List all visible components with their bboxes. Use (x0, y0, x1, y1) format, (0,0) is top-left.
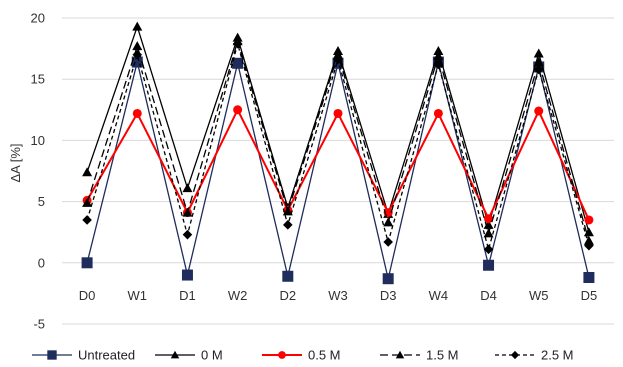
data-point (278, 351, 286, 359)
data-point (82, 197, 93, 207)
data-point (182, 183, 193, 193)
data-point (510, 350, 520, 360)
data-point (433, 50, 444, 60)
series-0-5-m (82, 105, 594, 225)
y-axis-ticks: 20 15 10 5 0 -5 (31, 11, 45, 332)
data-point (132, 108, 142, 118)
data-point (82, 167, 93, 177)
data-point (232, 38, 243, 49)
legend-label: 2.5 M (541, 348, 574, 363)
data-point (132, 49, 143, 60)
data-point (82, 215, 92, 225)
y-tick-label: -5 (33, 317, 45, 332)
data-point (47, 350, 57, 360)
y-axis-label: ΔA [%] (8, 143, 23, 182)
data-point (583, 227, 594, 237)
data-point (233, 105, 243, 115)
x-tick-label: D2 (280, 288, 297, 303)
series-untreated (81, 56, 595, 285)
data-point (132, 21, 143, 31)
data-point (132, 41, 143, 51)
data-point (534, 106, 544, 116)
data-point (182, 207, 193, 217)
x-tick-label: D5 (581, 288, 598, 303)
legend-item: 0.5 M (262, 348, 341, 363)
legend-label: Untreated (78, 348, 135, 363)
x-tick-label: W2 (228, 288, 248, 303)
x-tick-label: D3 (380, 288, 397, 303)
data-point (433, 59, 444, 70)
legend-item: Untreated (32, 348, 135, 363)
y-tick-label: 15 (31, 72, 45, 87)
x-tick-label: D4 (480, 288, 497, 303)
data-point (395, 350, 405, 359)
y-tick-label: 10 (31, 133, 45, 148)
y-tick-label: 20 (31, 11, 45, 26)
data-point (131, 56, 143, 68)
data-point (282, 270, 294, 282)
data-point (433, 46, 444, 56)
legend-item: 0 M (155, 348, 223, 363)
data-point (81, 257, 93, 269)
series-2-5-m (82, 38, 594, 255)
series-line (86, 61, 590, 279)
x-tick-label: D1 (179, 288, 196, 303)
data-point (584, 215, 594, 225)
x-tick-label: W1 (128, 288, 148, 303)
data-point (583, 235, 594, 245)
legend-item: 1.5 M (380, 348, 459, 363)
x-tick-label: W5 (529, 288, 549, 303)
series-1-5-m (82, 36, 594, 245)
data-point (383, 217, 394, 227)
data-point (583, 271, 595, 283)
data-point (483, 259, 495, 271)
legend-label: 0 M (201, 348, 223, 363)
data-point (181, 269, 193, 281)
legend-label: 1.5 M (426, 348, 459, 363)
data-point (533, 48, 544, 58)
series-line (86, 107, 590, 222)
y-tick-label: 5 (38, 194, 45, 209)
legend: Untreated 0 M 0.5 M 1.5 M 2.5 M (32, 348, 574, 363)
data-point (333, 54, 343, 65)
data-point (483, 228, 494, 238)
data-point (533, 64, 544, 75)
x-axis-ticks: D0 W1 D1 W2 D2 W3 D3 W4 D4 W5 D5 (79, 288, 597, 303)
data-point (484, 214, 494, 224)
x-tick-label: D0 (79, 288, 96, 303)
series-group (81, 21, 595, 285)
data-point (283, 220, 293, 230)
data-point (282, 206, 293, 216)
data-point (433, 108, 443, 118)
data-point (383, 237, 393, 247)
data-point (333, 108, 343, 118)
data-point (232, 57, 244, 69)
data-point (584, 240, 594, 251)
legend-label: 0.5 M (308, 348, 341, 363)
data-point (170, 350, 180, 359)
data-point (533, 57, 544, 67)
legend-item: 2.5 M (495, 348, 574, 363)
data-point (483, 244, 494, 255)
x-tick-label: W4 (429, 288, 449, 303)
y-tick-label: 0 (38, 255, 45, 270)
data-point (382, 273, 394, 285)
data-point (333, 49, 343, 59)
data-point (182, 229, 193, 240)
x-tick-label: W3 (328, 288, 348, 303)
